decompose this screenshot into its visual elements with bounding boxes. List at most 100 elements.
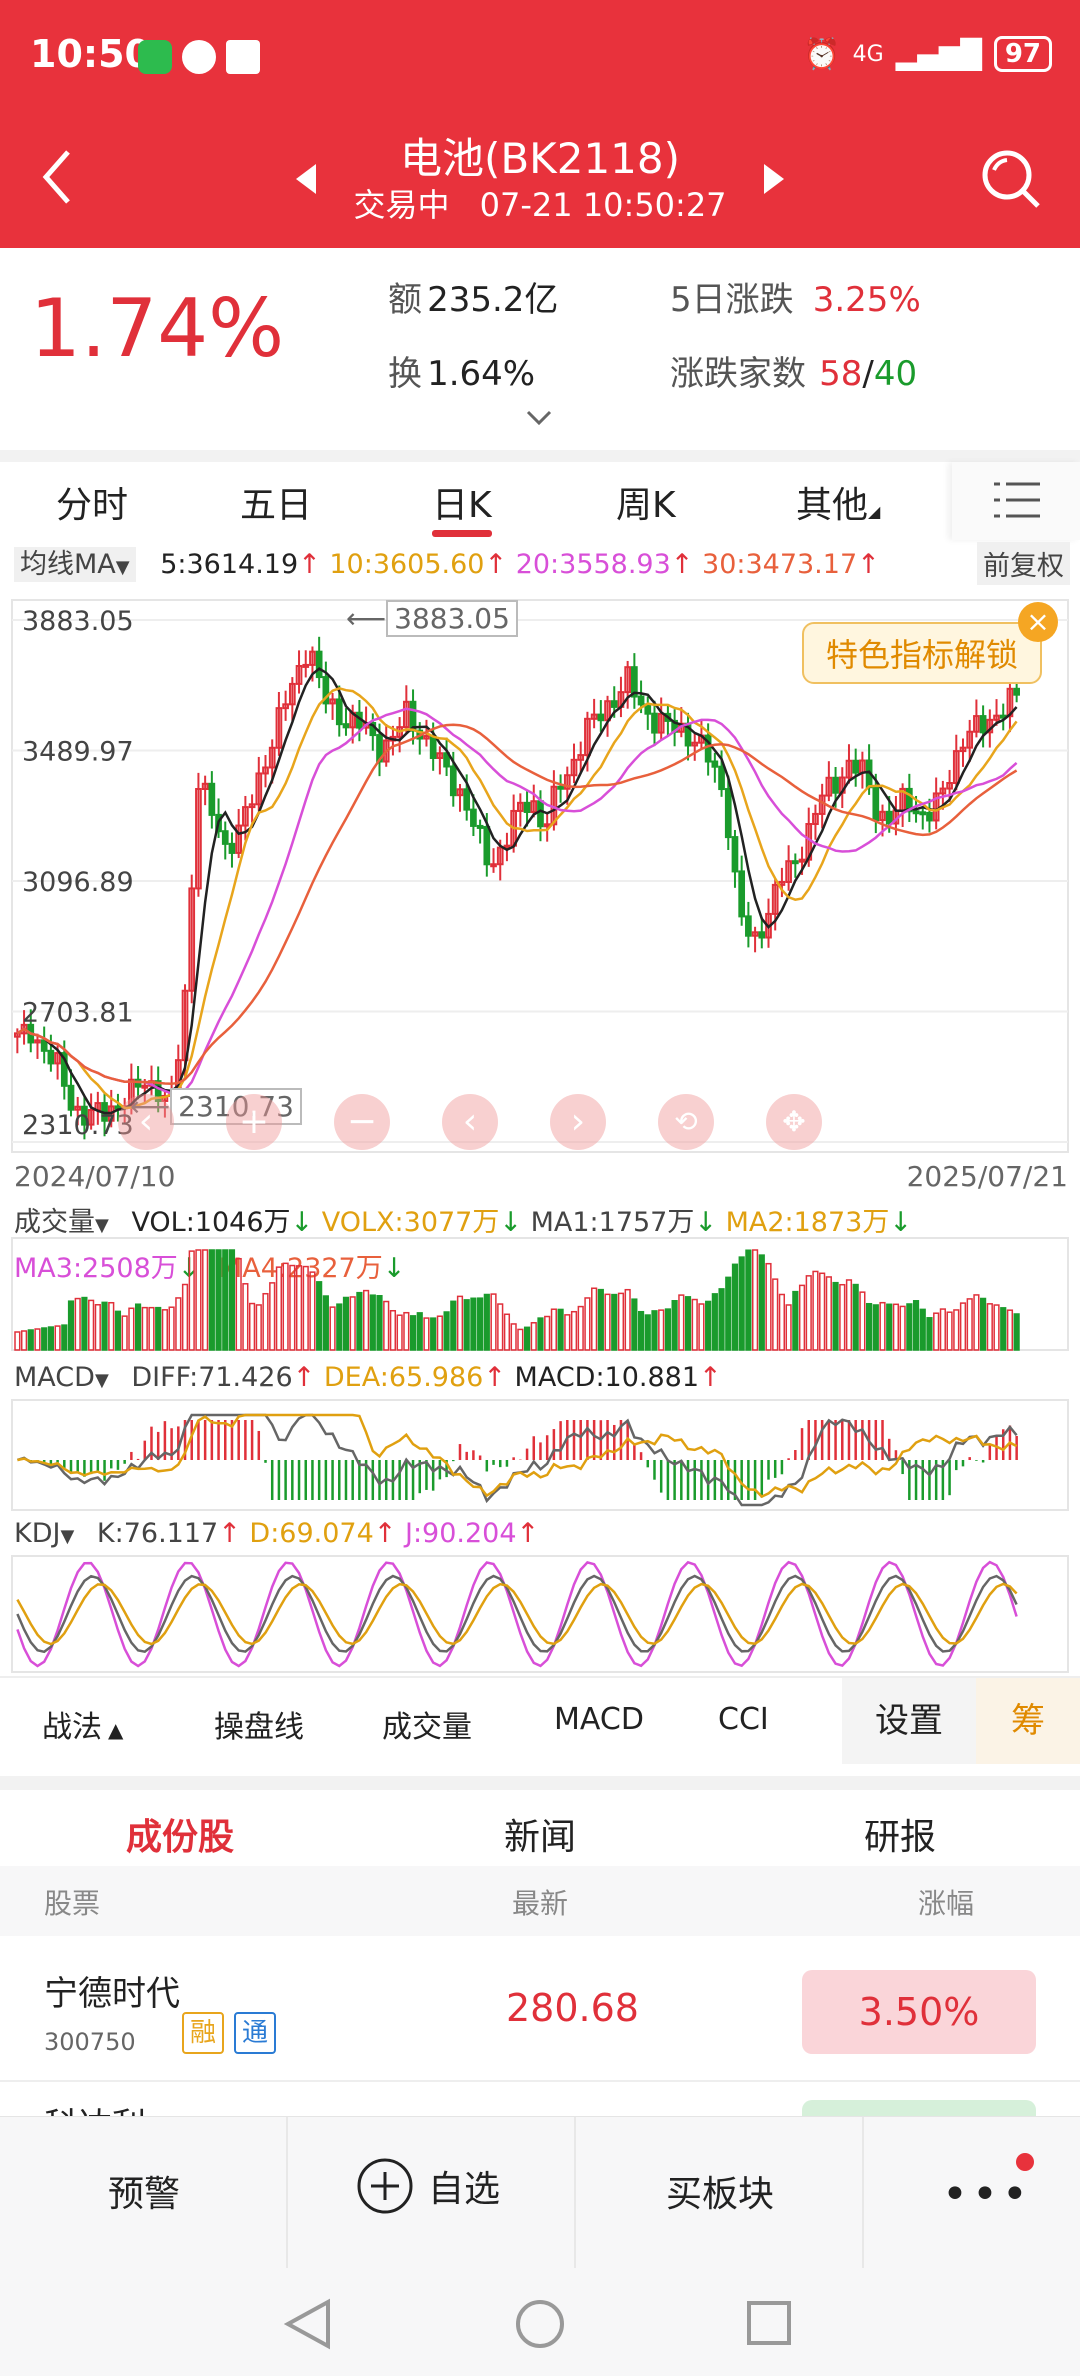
- y-tick-label: 3489.97: [22, 737, 134, 768]
- nav-recents-icon[interactable]: [746, 2300, 792, 2346]
- tab-cci[interactable]: CCI: [718, 1702, 769, 1737]
- kdj-label: KDJ: [14, 1518, 61, 1549]
- volume-bar: [711, 1293, 718, 1351]
- chart-controls: ‹ + − ‹ › ⟲ ✥: [118, 1094, 822, 1150]
- prev-stock-button[interactable]: [296, 164, 318, 198]
- volume-bar: [161, 1309, 168, 1351]
- volx-value: VOLX:3077万↓: [322, 1207, 522, 1238]
- prev-button[interactable]: ‹: [442, 1094, 498, 1150]
- tab-other[interactable]: 其他◢: [796, 476, 880, 528]
- volume-bar: [637, 1310, 645, 1351]
- rotate-button[interactable]: ⟲: [658, 1094, 714, 1150]
- tab-macd[interactable]: MACD: [554, 1702, 644, 1737]
- expand-quote-button[interactable]: [526, 410, 552, 430]
- table-row[interactable]: 科达利: [0, 2080, 1080, 2116]
- volume-bar: [423, 1317, 430, 1351]
- up-count: 58: [819, 354, 863, 394]
- volume-bar: [235, 1257, 242, 1351]
- ma1-value: MA1:1757万↓: [531, 1207, 717, 1238]
- candle-body: [141, 1084, 149, 1089]
- volume-bar: [611, 1293, 618, 1351]
- zoom-out-button[interactable]: −: [334, 1094, 390, 1150]
- volume-bar: [523, 1326, 531, 1351]
- tab-weekly-k[interactable]: 周K: [616, 485, 676, 526]
- volume-bar: [376, 1295, 383, 1351]
- buy-sector-button[interactable]: 买板块: [666, 2174, 775, 2215]
- dea-line: [17, 1413, 1018, 1499]
- search-button[interactable]: [980, 148, 1042, 216]
- candle-body: [966, 730, 974, 749]
- tab-strategy[interactable]: 战法 ▲: [42, 1702, 123, 1746]
- tab-daily-k[interactable]: 日K: [432, 485, 492, 526]
- tab-trading-line[interactable]: 操盘线: [214, 1710, 304, 1745]
- volume-bar: [289, 1264, 296, 1351]
- scroll-left-button[interactable]: ‹: [118, 1094, 174, 1150]
- macd-selector[interactable]: MACD▼: [14, 1362, 109, 1393]
- candle-body: [973, 715, 980, 733]
- settings-button[interactable]: 设置: [842, 1678, 976, 1764]
- tab-news[interactable]: 新闻: [504, 1817, 577, 1858]
- next-button[interactable]: ›: [550, 1094, 606, 1150]
- next-stock-button[interactable]: [762, 164, 784, 198]
- j-value: J:90.204↑: [405, 1518, 539, 1549]
- candle-body: [852, 759, 860, 774]
- active-tab-indicator: [432, 530, 492, 537]
- candle-body: [295, 665, 303, 685]
- arrow-up-icon: ↑: [298, 549, 321, 580]
- volume-bar: [269, 1282, 276, 1351]
- table-row[interactable]: 宁德时代 300750 融 通 280.68 3.50%: [0, 1936, 1080, 2082]
- turnover-label: 换: [388, 354, 422, 394]
- col-stock: 股票: [44, 1887, 101, 1920]
- nav-home-icon[interactable]: [514, 2298, 566, 2350]
- candle-body: [952, 750, 960, 785]
- indicator-tabs: 战法 ▲ 操盘线 成交量 MACD CCI 设置 筹: [0, 1676, 1080, 1764]
- tab-intraday[interactable]: 分时: [56, 485, 129, 526]
- volume-bar: [866, 1302, 873, 1351]
- candle-body: [188, 887, 196, 992]
- volume-bar: [510, 1323, 517, 1351]
- triangle-up-icon: ▲: [108, 1718, 124, 1742]
- more-button[interactable]: •••: [942, 2169, 1032, 2220]
- candle-body: [745, 915, 752, 937]
- chip-button[interactable]: 筹: [976, 1678, 1080, 1764]
- candle-body: [423, 735, 430, 740]
- close-promo-button[interactable]: ×: [1018, 602, 1058, 642]
- tab-volume[interactable]: 成交量: [382, 1710, 472, 1745]
- stock-change-badge: [802, 2100, 1036, 2116]
- volume-bar: [202, 1249, 209, 1351]
- volume-bar: [564, 1314, 571, 1351]
- candle-body: [590, 713, 598, 720]
- candle-body: [154, 1080, 162, 1102]
- list-menu-icon: [994, 482, 1040, 518]
- promo-badge[interactable]: 特色指标解锁: [802, 622, 1043, 684]
- volume-bar: [416, 1312, 423, 1351]
- back-button[interactable]: [40, 148, 76, 210]
- nav-back-icon[interactable]: [284, 2298, 332, 2350]
- candle-body: [785, 860, 792, 883]
- watchlist-button[interactable]: 自选: [356, 2157, 500, 2215]
- ma-selector[interactable]: 均线MA▼: [14, 547, 136, 582]
- axis-labels: 3883.05 3489.97 3096.89 2703.81 2310.73: [22, 606, 134, 1141]
- candle-body: [275, 707, 283, 749]
- candle-body: [778, 880, 786, 886]
- kdj-selector[interactable]: KDJ▼: [14, 1518, 74, 1549]
- low-marker-value: 2310.73: [170, 1088, 302, 1125]
- chart-grid: [12, 619, 1068, 1143]
- ma10-value: 10:3605.60↑: [329, 549, 507, 580]
- tab-research[interactable]: 研报: [864, 1817, 937, 1858]
- alert-button[interactable]: 预警: [108, 2174, 181, 2215]
- kline-chart[interactable]: 3883.05 3489.97 3096.89 2703.81 2310.73: [0, 596, 1080, 1196]
- candle-body: [905, 787, 913, 813]
- arrow-up-icon: ↑: [218, 1518, 241, 1549]
- tab-five-day[interactable]: 五日: [240, 485, 313, 526]
- volume-bar: [363, 1289, 370, 1351]
- tab-constituents[interactable]: 成份股: [126, 1817, 235, 1858]
- fullscreen-button[interactable]: ✥: [766, 1094, 822, 1150]
- change-percent: 1.74%: [30, 282, 285, 375]
- adjust-mode-button[interactable]: 前复权: [977, 542, 1070, 585]
- volume-selector[interactable]: 成交量▼: [14, 1207, 109, 1238]
- ma30-value: 30:3473.17↑: [702, 549, 880, 580]
- zoom-in-button[interactable]: +: [226, 1094, 282, 1150]
- dropdown-triangle-icon: ▼: [95, 1215, 109, 1236]
- chart-menu-button[interactable]: [952, 462, 1080, 540]
